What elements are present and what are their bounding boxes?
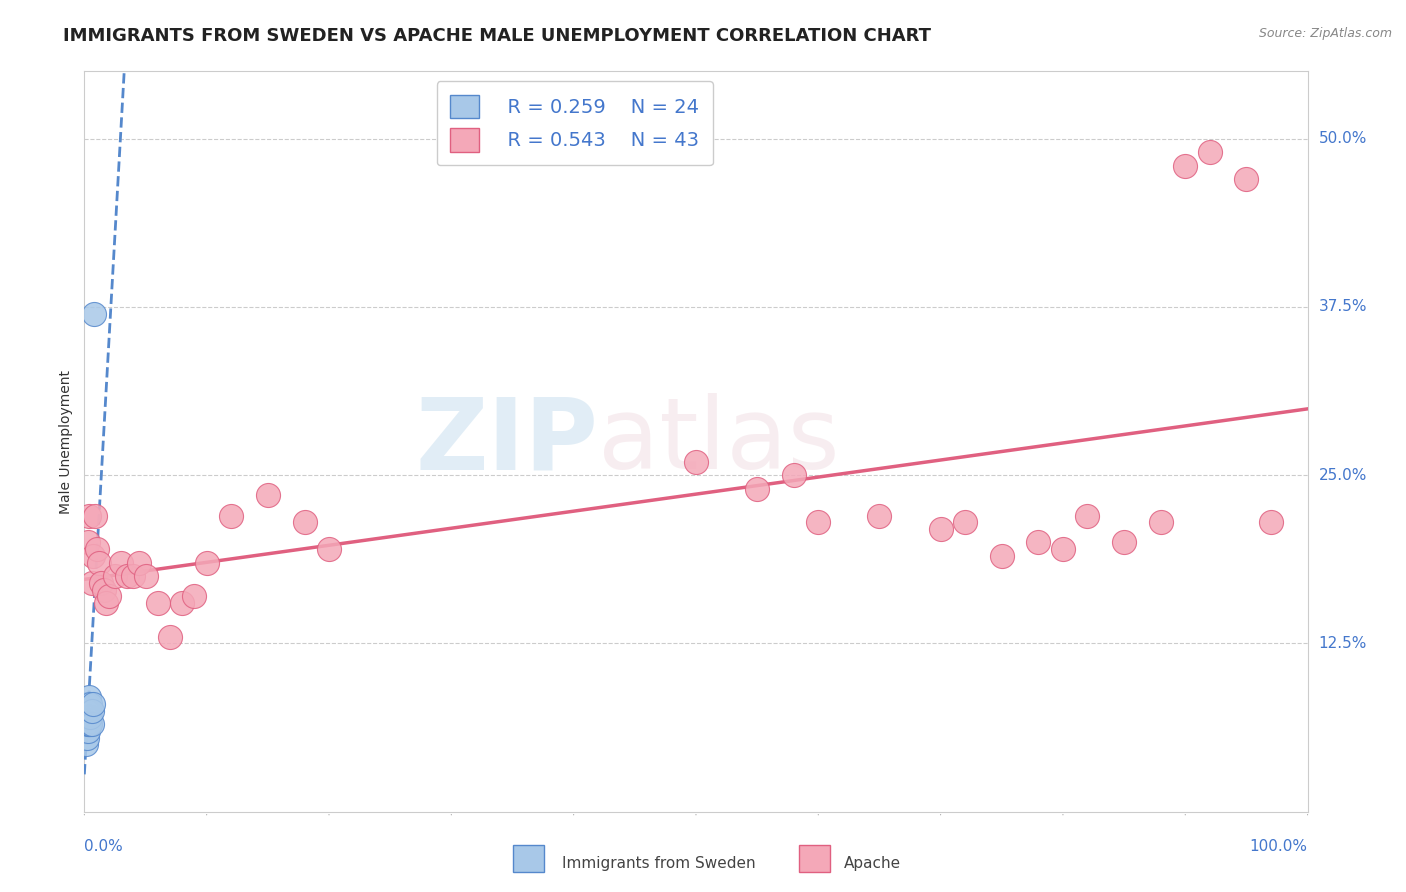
Point: [104, 569, 127, 583]
Point: [75, 723, 97, 738]
Point: [77, 723, 100, 738]
Point: [747, 482, 769, 496]
Point: [122, 569, 145, 583]
Point: [87, 556, 110, 570]
Point: [991, 549, 1014, 563]
FancyBboxPatch shape: [799, 845, 830, 872]
Point: [84, 508, 107, 523]
Legend:   R = 0.259    N = 24,   R = 0.543    N = 43: R = 0.259 N = 24, R = 0.543 N = 43: [437, 81, 713, 166]
Text: Source: ZipAtlas.com: Source: ZipAtlas.com: [1258, 27, 1392, 40]
Point: [685, 455, 707, 469]
Point: [77, 690, 100, 705]
Point: [76, 710, 98, 724]
Point: [807, 516, 830, 530]
Point: [195, 556, 218, 570]
Point: [1076, 508, 1098, 523]
Point: [1052, 542, 1074, 557]
Point: [1198, 145, 1220, 160]
Point: [869, 508, 891, 523]
Point: [135, 569, 157, 583]
Point: [294, 516, 316, 530]
Point: [115, 569, 138, 583]
Point: [76, 704, 98, 718]
Point: [79, 710, 101, 724]
Text: 100.0%: 100.0%: [1250, 839, 1308, 855]
Point: [77, 717, 100, 731]
Point: [82, 549, 104, 563]
Point: [82, 697, 104, 711]
Point: [257, 488, 280, 502]
Point: [77, 717, 100, 731]
Text: 50.0%: 50.0%: [1319, 131, 1367, 146]
Point: [77, 697, 100, 711]
Point: [76, 731, 98, 745]
Point: [1114, 535, 1136, 549]
Point: [83, 307, 105, 321]
Point: [80, 704, 103, 718]
Point: [97, 590, 120, 604]
Point: [1150, 516, 1173, 530]
Point: [1028, 535, 1050, 549]
Point: [75, 717, 97, 731]
Point: [86, 542, 108, 557]
Text: atlas: atlas: [598, 393, 839, 490]
Text: 0.0%: 0.0%: [84, 839, 124, 855]
Point: [75, 710, 97, 724]
Point: [76, 697, 98, 711]
Text: 12.5%: 12.5%: [1319, 636, 1367, 651]
Point: [183, 590, 205, 604]
Point: [128, 556, 150, 570]
Point: [76, 717, 98, 731]
Point: [75, 738, 97, 752]
Point: [1236, 172, 1258, 186]
Point: [77, 704, 100, 718]
Point: [929, 522, 952, 536]
Point: [77, 508, 100, 523]
Point: [146, 596, 169, 610]
Point: [783, 468, 806, 483]
Point: [77, 710, 100, 724]
Point: [953, 516, 976, 530]
Point: [110, 556, 132, 570]
Text: ZIP: ZIP: [415, 393, 598, 490]
Point: [159, 630, 181, 644]
Point: [93, 582, 115, 597]
Point: [79, 697, 101, 711]
Point: [90, 575, 112, 590]
Point: [96, 596, 118, 610]
Text: IMMIGRANTS FROM SWEDEN VS APACHE MALE UNEMPLOYMENT CORRELATION CHART: IMMIGRANTS FROM SWEDEN VS APACHE MALE UN…: [63, 27, 931, 45]
Point: [80, 717, 103, 731]
Point: [79, 717, 101, 731]
Text: 25.0%: 25.0%: [1319, 467, 1367, 483]
Point: [1174, 159, 1197, 173]
Point: [80, 575, 103, 590]
Text: Apache: Apache: [844, 856, 901, 871]
Point: [318, 542, 340, 557]
Point: [77, 535, 100, 549]
Point: [1260, 516, 1282, 530]
Point: [75, 710, 97, 724]
Text: Immigrants from Sweden: Immigrants from Sweden: [562, 856, 756, 871]
Point: [172, 596, 194, 610]
FancyBboxPatch shape: [513, 845, 544, 872]
Text: 37.5%: 37.5%: [1319, 300, 1367, 314]
Point: [219, 508, 242, 523]
Y-axis label: Male Unemployment: Male Unemployment: [59, 369, 73, 514]
